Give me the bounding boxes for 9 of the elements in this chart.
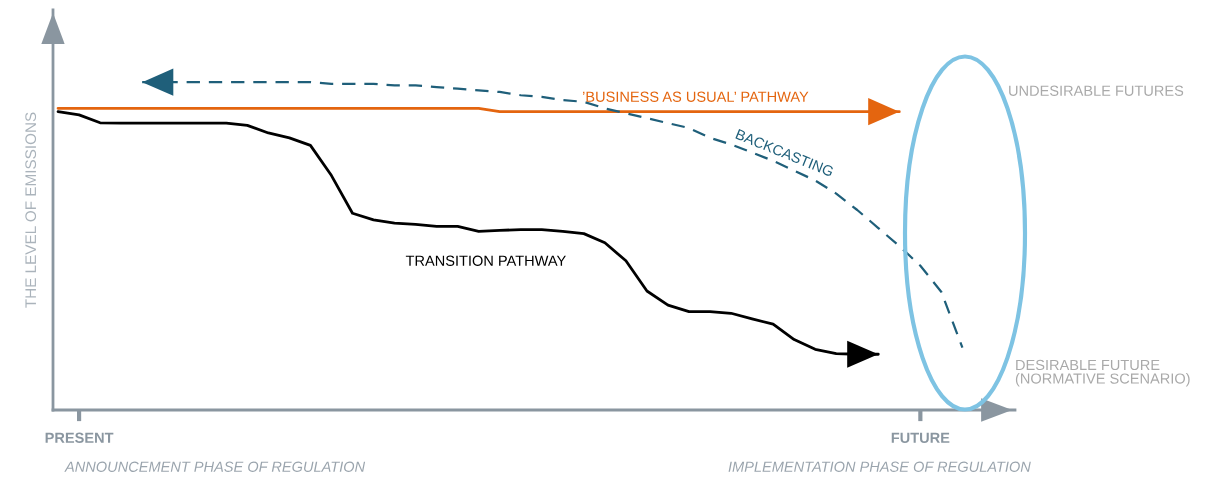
text: ANNOUNCEMENT PHASE OF REGULATION — [64, 461, 366, 472]
text: IMPLEMENTATION PHASE OF REGULATION — [728, 461, 1031, 472]
text: UNDESIRABLE FUTURES — [1009, 85, 1184, 96]
x-tick-label: PRESENT — [45, 432, 114, 443]
y-axis-title: THE LEVEL OF EMISSIONS — [25, 112, 37, 308]
series-label: ’BUSINESS AS USUAL’ PATHWAY — [583, 91, 809, 102]
x-tick-label: FUTURE — [891, 432, 950, 443]
text: DESIRABLE FUTURE (NORMATIVE SCENARIO) — [1015, 359, 1190, 387]
series-label: TRANSITION PATHWAY — [405, 255, 566, 266]
